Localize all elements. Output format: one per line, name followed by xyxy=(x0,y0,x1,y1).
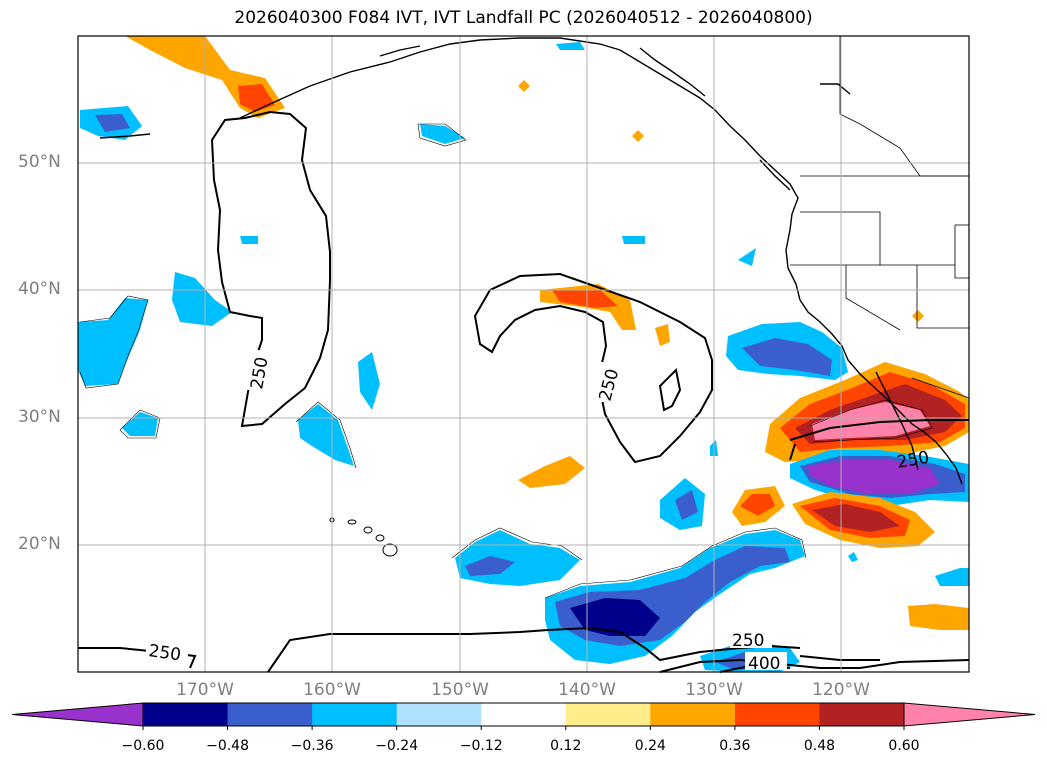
graticule xyxy=(78,36,969,672)
contour-label: 400 xyxy=(748,654,780,674)
colorbar-swatch xyxy=(819,703,905,726)
lon-label: 160°W xyxy=(303,680,361,700)
contour-label: 250 xyxy=(147,641,182,665)
colorbar-swatch xyxy=(650,703,736,726)
colorbar-outline xyxy=(142,702,905,727)
colorbar-tick-label: 0.48 xyxy=(803,738,836,754)
borders xyxy=(790,36,970,399)
colorbar-tick-label: −0.48 xyxy=(206,738,249,754)
lon-label: 120°W xyxy=(812,680,870,700)
colorbar-swatch xyxy=(565,703,651,726)
lon-label: 130°W xyxy=(685,680,743,700)
colorbar-tick-label: −0.12 xyxy=(459,738,503,754)
colorbar-tick-label: −0.24 xyxy=(375,738,419,754)
lat-label: 20°N xyxy=(18,534,61,554)
colorbar-swatch xyxy=(481,703,567,726)
colorbar-swatch xyxy=(143,703,229,726)
lat-label: 40°N xyxy=(18,279,61,299)
colorbar-swatch xyxy=(734,703,820,726)
contour-label: 250 xyxy=(732,631,764,651)
map-title: 2026040300 F084 IVT, IVT Landfall PC (20… xyxy=(234,8,813,28)
colorbar-tick-label: 0.60 xyxy=(888,738,920,754)
lat-label: 50°N xyxy=(18,152,61,172)
colorbar-tick-label: 0.36 xyxy=(719,738,751,754)
lon-label: 140°W xyxy=(558,680,616,700)
colorbar-tick-label: 0.12 xyxy=(550,738,582,754)
lon-label: 170°W xyxy=(176,680,234,700)
colorbar xyxy=(11,702,1036,730)
colorbar-swatch xyxy=(312,703,398,726)
colorbar-tick-label: 0.24 xyxy=(634,738,666,754)
coastlines xyxy=(99,37,963,485)
map-frame xyxy=(77,35,970,673)
lat-label: 30°N xyxy=(18,407,61,427)
colorbar-extend-low xyxy=(11,702,144,727)
colorbar-extend-high xyxy=(903,702,1036,727)
thin-contours xyxy=(79,123,933,599)
colorbar-tick-label: −0.36 xyxy=(290,738,334,754)
lon-label: 150°W xyxy=(431,680,489,700)
colorbar-tick-label: −0.60 xyxy=(121,738,165,754)
colorbar-swatch xyxy=(227,703,313,726)
colorbar-swatch xyxy=(396,703,482,726)
